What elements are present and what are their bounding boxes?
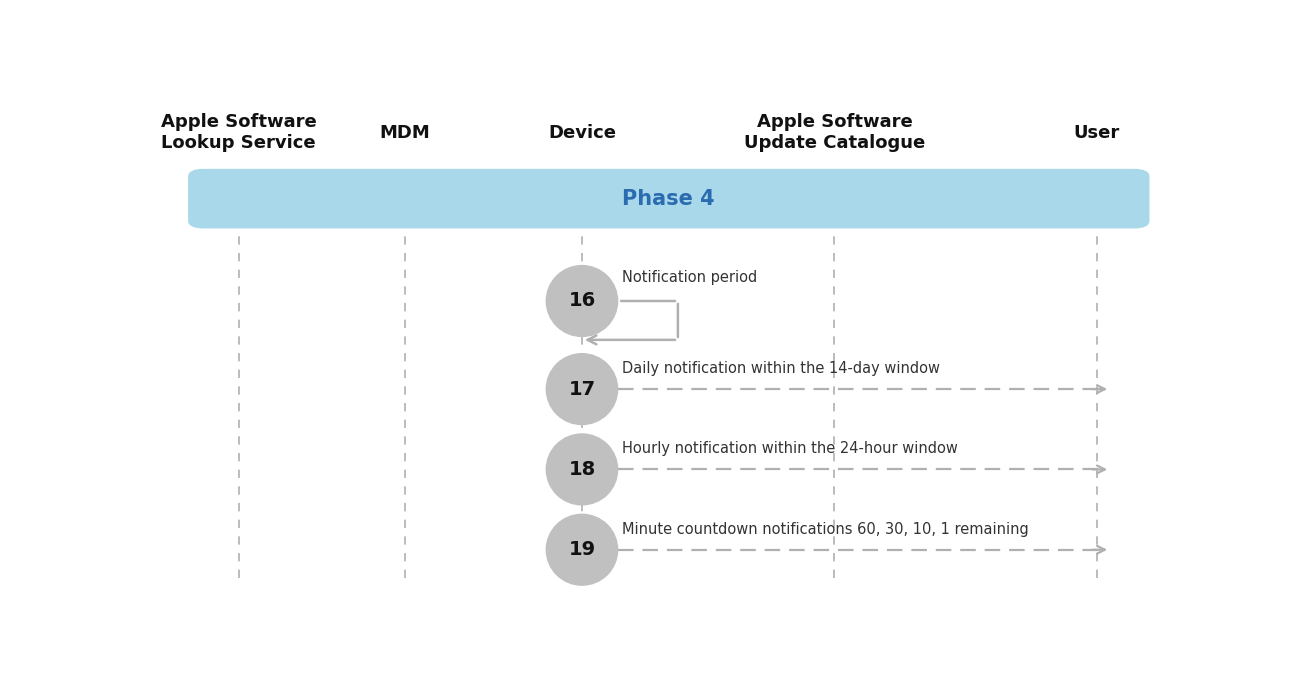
Text: Device: Device xyxy=(549,124,616,141)
Text: 18: 18 xyxy=(568,460,595,479)
Text: Notification period: Notification period xyxy=(623,270,757,285)
Text: Apple Software
Update Catalogue: Apple Software Update Catalogue xyxy=(744,113,925,152)
Text: Phase 4: Phase 4 xyxy=(623,188,715,209)
Text: Apple Software
Lookup Service: Apple Software Lookup Service xyxy=(160,113,317,152)
Text: MDM: MDM xyxy=(380,124,430,141)
Ellipse shape xyxy=(546,433,619,505)
Text: User: User xyxy=(1074,124,1121,141)
Text: 19: 19 xyxy=(568,540,595,559)
Text: 16: 16 xyxy=(568,291,595,310)
Text: 17: 17 xyxy=(568,380,595,398)
Text: Hourly notification within the 24-hour window: Hourly notification within the 24-hour w… xyxy=(623,441,958,456)
Ellipse shape xyxy=(546,513,619,586)
Ellipse shape xyxy=(546,265,619,337)
FancyBboxPatch shape xyxy=(188,169,1149,228)
Ellipse shape xyxy=(546,353,619,425)
Text: Daily notification within the 14-day window: Daily notification within the 14-day win… xyxy=(623,361,941,376)
Text: Minute countdown notifications 60, 30, 10, 1 remaining: Minute countdown notifications 60, 30, 1… xyxy=(623,522,1029,536)
